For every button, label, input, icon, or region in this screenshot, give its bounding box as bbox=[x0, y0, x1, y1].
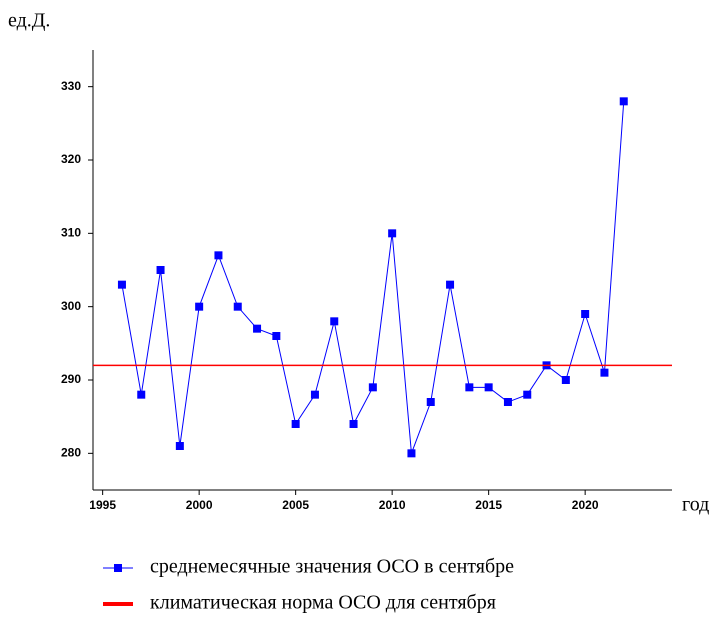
point bbox=[349, 420, 358, 428]
legend-marker bbox=[114, 564, 122, 572]
point bbox=[561, 376, 570, 384]
x-tick-label: 1995 bbox=[89, 498, 116, 512]
point bbox=[137, 390, 146, 399]
y-tick-label: 320 bbox=[61, 152, 81, 166]
y-tick-label: 290 bbox=[61, 372, 81, 386]
point bbox=[291, 420, 300, 428]
legend-label: климатическая норма ОСО для сентября bbox=[150, 592, 496, 614]
point bbox=[117, 280, 126, 289]
point bbox=[600, 368, 609, 377]
point bbox=[523, 390, 532, 399]
point bbox=[368, 383, 377, 392]
y-tick-label: 310 bbox=[61, 226, 81, 240]
x-label: год bbox=[682, 494, 709, 516]
x-tick-label: 2020 bbox=[572, 498, 599, 512]
point bbox=[465, 383, 474, 392]
point bbox=[503, 398, 512, 406]
point bbox=[156, 266, 165, 274]
x-tick-label: 2010 bbox=[379, 498, 406, 512]
point bbox=[233, 302, 242, 311]
point bbox=[214, 251, 223, 260]
point bbox=[330, 317, 339, 326]
y-tick-label: 280 bbox=[61, 446, 81, 460]
legend-label: среднемесячные значения ОСО в сентябре bbox=[150, 556, 514, 578]
x-tick-label: 2000 bbox=[186, 498, 213, 512]
point bbox=[195, 302, 204, 311]
point bbox=[272, 332, 281, 340]
point bbox=[253, 324, 262, 333]
y-tick-label: 300 bbox=[61, 299, 81, 313]
point bbox=[426, 398, 435, 406]
point bbox=[175, 442, 184, 450]
point bbox=[388, 229, 397, 238]
x-tick-label: 2005 bbox=[282, 498, 309, 512]
series-line bbox=[121, 101, 625, 454]
x-tick-label: 2015 bbox=[475, 498, 502, 512]
point bbox=[310, 390, 319, 399]
point bbox=[446, 280, 455, 289]
y-tick-label: 330 bbox=[61, 79, 81, 93]
point bbox=[581, 310, 590, 318]
point bbox=[484, 383, 493, 392]
point bbox=[619, 97, 628, 106]
y-unit: ед.Д. bbox=[8, 10, 50, 32]
point bbox=[407, 449, 416, 458]
